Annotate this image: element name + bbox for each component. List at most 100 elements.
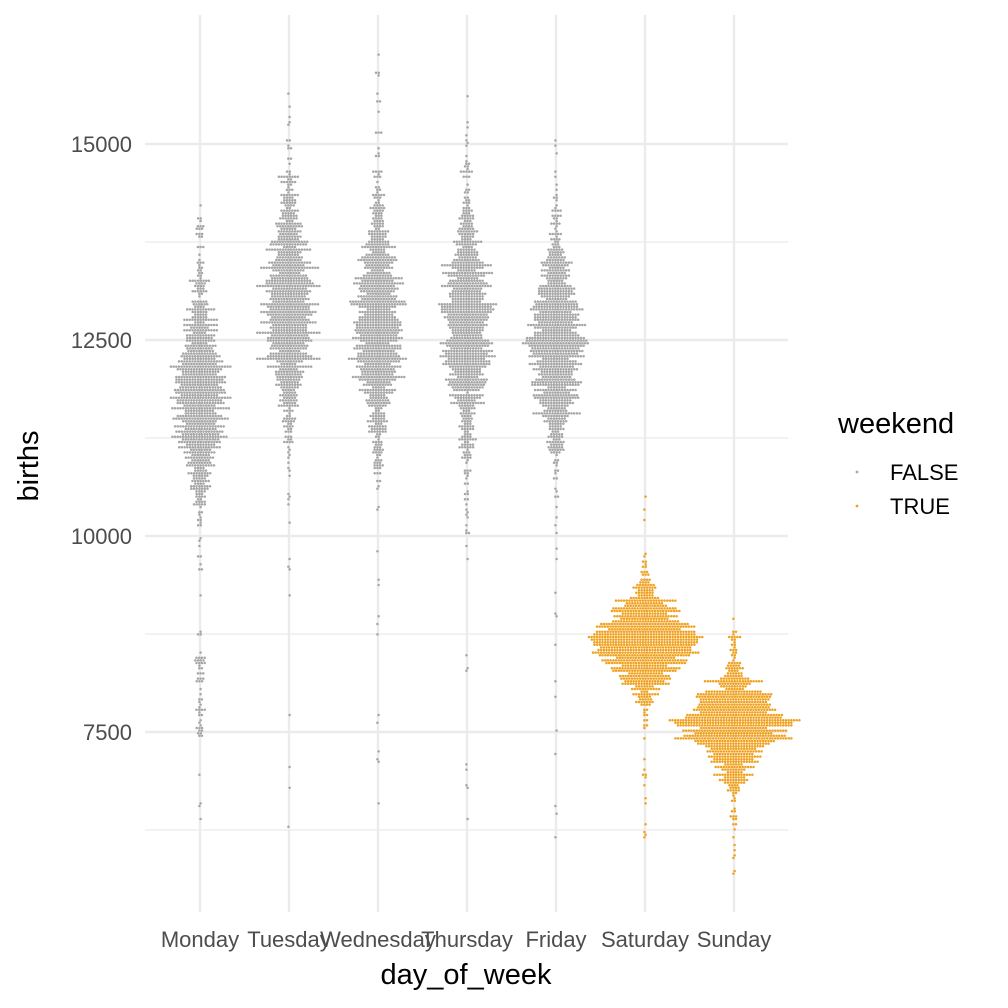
data-point <box>359 284 363 288</box>
data-point <box>562 349 565 353</box>
data-point <box>563 336 567 340</box>
data-point <box>374 71 378 75</box>
data-point <box>533 362 537 366</box>
data-point <box>461 243 464 246</box>
data-point <box>211 435 215 439</box>
data-point <box>536 339 539 342</box>
data-point <box>540 269 544 272</box>
data-point <box>373 300 376 303</box>
data-point <box>458 378 461 381</box>
data-point <box>398 282 402 285</box>
data-point <box>388 313 391 316</box>
data-point <box>291 209 294 212</box>
data-point <box>200 500 204 504</box>
data-point <box>392 336 395 340</box>
data-point <box>200 456 204 459</box>
data-point <box>366 326 370 329</box>
data-point <box>535 349 538 353</box>
data-point <box>370 222 374 225</box>
data-point <box>293 250 297 254</box>
data-point <box>572 287 576 290</box>
data-point <box>361 318 364 322</box>
data-point <box>211 419 215 423</box>
data-point <box>552 347 556 350</box>
data-point <box>462 175 465 179</box>
data-point <box>373 336 376 340</box>
data-point <box>475 284 479 288</box>
data-point <box>482 360 486 363</box>
data-point <box>189 432 193 436</box>
data-point <box>281 419 285 423</box>
data-point <box>536 336 540 340</box>
data-point <box>196 731 200 735</box>
data-point <box>185 380 189 384</box>
data-point <box>485 271 488 275</box>
data-point <box>556 292 560 296</box>
data-point <box>560 331 564 335</box>
data-point <box>285 365 289 368</box>
data-point <box>458 438 461 441</box>
data-point <box>467 406 471 410</box>
data-point <box>462 230 465 233</box>
data-point <box>281 279 285 283</box>
data-point <box>203 401 206 405</box>
data-point <box>277 365 281 368</box>
data-point <box>358 344 361 348</box>
data-point <box>188 334 192 337</box>
data-point <box>195 427 198 431</box>
data-point <box>474 341 478 345</box>
data-point <box>579 336 583 340</box>
data-point <box>188 308 192 311</box>
data-point <box>283 341 286 345</box>
data-point <box>285 417 289 420</box>
data-point <box>200 726 204 730</box>
data-point <box>586 341 590 345</box>
data-point <box>550 222 553 225</box>
data-point <box>551 209 554 212</box>
data-point <box>450 347 453 350</box>
data-point <box>288 414 292 418</box>
data-point <box>555 339 558 342</box>
data-point <box>480 383 483 387</box>
data-point <box>570 349 573 353</box>
data-point <box>371 245 375 249</box>
data-point <box>373 237 376 241</box>
data-point <box>463 214 467 218</box>
data-point <box>195 344 198 348</box>
data-point <box>291 386 294 389</box>
data-point <box>535 378 538 381</box>
data-point <box>273 321 277 324</box>
data-point <box>285 206 289 210</box>
data-point <box>370 425 374 428</box>
data-point <box>471 362 475 366</box>
data-point <box>369 401 372 405</box>
data-point <box>493 354 496 358</box>
data-point <box>372 393 375 397</box>
data-point <box>566 357 569 361</box>
data-point <box>377 362 381 366</box>
data-point <box>548 349 552 353</box>
data-point <box>287 248 290 251</box>
data-point <box>288 175 292 179</box>
data-point <box>393 245 397 249</box>
data-point <box>293 386 297 389</box>
data-point <box>303 334 306 337</box>
data-point <box>395 300 398 303</box>
data-point <box>373 175 376 179</box>
data-point <box>288 258 292 262</box>
data-point <box>540 292 544 296</box>
data-point <box>366 331 370 335</box>
data-point <box>554 240 557 244</box>
data-point <box>458 341 461 345</box>
data-point <box>374 261 378 264</box>
data-point <box>196 443 200 446</box>
data-point <box>536 383 540 387</box>
data-point <box>288 453 291 457</box>
data-point <box>470 367 474 371</box>
data-point <box>272 341 275 345</box>
data-point <box>377 419 381 423</box>
data-point <box>456 230 460 233</box>
data-point <box>288 326 292 329</box>
data-point <box>288 222 292 225</box>
data-point <box>465 133 468 137</box>
